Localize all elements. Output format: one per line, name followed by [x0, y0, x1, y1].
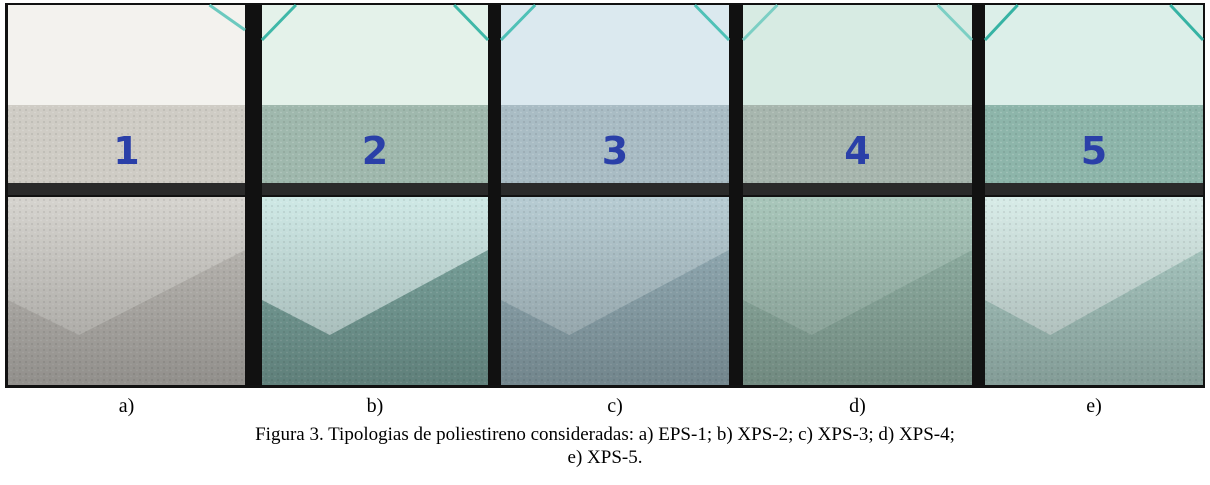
panels: 1 a) 2 b) 3 c) 4 d) 5 e) [8, 3, 1205, 417]
sample-number: 4 [844, 129, 870, 173]
photo-edge-texture [985, 105, 1203, 183]
photo-bottom-shade [501, 197, 729, 385]
photo-edge-texture [262, 105, 488, 183]
sample-number: 3 [602, 129, 628, 173]
sample-number: 1 [113, 129, 139, 173]
photo-edge-texture [743, 105, 972, 183]
photo-guide-line [741, 3, 779, 42]
photo-top-surface [985, 5, 1203, 105]
photo-shadow [8, 183, 245, 195]
photo-guide-line [260, 3, 297, 42]
panel-label: e) [1086, 395, 1102, 417]
photo-guide-line [983, 3, 1019, 42]
photo-top-surface [8, 5, 245, 105]
photo-top-surface [262, 5, 488, 105]
panel-label: a) [119, 395, 135, 417]
photo-guide-line [208, 3, 246, 32]
caption-line: e) XPS-5. [568, 447, 643, 468]
photo-guide-line [693, 3, 731, 42]
panel-label: b) [367, 395, 384, 417]
photo-shadow [985, 183, 1203, 195]
photo-bottom-shade [985, 197, 1203, 385]
photo-bottom-shade [8, 197, 245, 385]
panel-label: c) [607, 395, 623, 417]
photo-bottom-shade [262, 197, 488, 385]
photo-bottom-shade [743, 197, 972, 385]
photo-edge-texture [501, 105, 729, 183]
panel-label: d) [849, 395, 866, 417]
sample-number: 5 [1081, 129, 1107, 173]
photo-guide-line [1169, 3, 1205, 42]
photo-guide-line [936, 3, 974, 42]
photo-guide-line [499, 3, 537, 42]
photo-shadow [743, 183, 972, 195]
photo-edge-texture [8, 105, 245, 183]
photo-guide-line [453, 3, 490, 42]
sample-number: 2 [362, 129, 388, 173]
photo-shadow [262, 183, 488, 195]
caption-line: Figura 3. Tipologias de poliestireno con… [255, 424, 955, 445]
photo-shadow [501, 183, 729, 195]
photo-top-surface [501, 5, 729, 105]
photo-top-surface [743, 5, 972, 105]
